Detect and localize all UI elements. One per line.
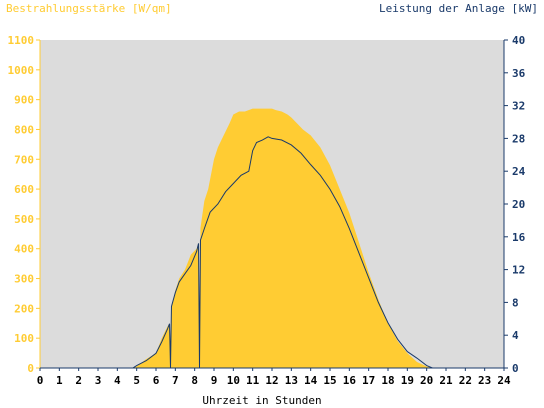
bottom-tick-label: 8	[191, 374, 198, 387]
bottom-tick-label: 12	[265, 374, 278, 387]
bottom-tick-label: 21	[439, 374, 453, 387]
bottom-tick-label: 20	[420, 374, 433, 387]
right-axis-title: Leistung der Anlage [kW]	[379, 2, 538, 15]
bottom-tick-label: 10	[227, 374, 240, 387]
bottom-tick-label: 14	[304, 374, 318, 387]
left-tick-label: 600	[14, 183, 34, 196]
right-tick-label: 16	[512, 231, 526, 244]
bottom-tick-label: 9	[211, 374, 218, 387]
bottom-tick-label: 18	[381, 374, 394, 387]
irradiance-area	[40, 108, 504, 368]
bottom-tick-label: 13	[285, 374, 298, 387]
bottom-tick-label: 6	[153, 374, 160, 387]
bottom-tick-label: 7	[172, 374, 179, 387]
bottom-tick-label: 0	[37, 374, 44, 387]
right-tick-label: 28	[512, 132, 525, 145]
left-tick-label: 500	[14, 213, 34, 226]
x-axis-title: Uhrzeit in Stunden	[202, 394, 321, 407]
right-tick-label: 24	[512, 165, 526, 178]
left-axis-title: Bestrahlungsstärke [W/qm]	[6, 2, 172, 15]
left-tick-label: 200	[14, 302, 34, 315]
right-tick-label: 0	[512, 362, 519, 375]
left-tick-label: 800	[14, 123, 34, 136]
left-tick-label: 1100	[8, 34, 35, 47]
bottom-tick-label: 16	[343, 374, 357, 387]
right-tick-label: 36	[512, 67, 526, 80]
left-tick-label: 300	[14, 273, 34, 286]
left-tick-label: 700	[14, 153, 34, 166]
left-tick-label: 400	[14, 243, 34, 256]
left-tick-label: 1000	[8, 64, 35, 77]
bottom-tick-label: 15	[323, 374, 336, 387]
right-tick-label: 32	[512, 100, 525, 113]
bottom-tick-label: 24	[497, 374, 511, 387]
bottom-axis-ticks: 0 1 2 3 4 5 6 7 8 9 10 11 12 13 14 15 16 17 18 19 20 21 22 23 24	[37, 368, 511, 387]
left-axis-ticks: 0 100 200 300 400 500 600 700 800 900 1000 1100	[8, 34, 40, 375]
bottom-tick-label: 4	[114, 374, 121, 387]
right-tick-label: 40	[512, 34, 525, 47]
right-tick-label: 20	[512, 198, 525, 211]
bottom-tick-label: 2	[75, 374, 82, 387]
left-tick-label: 900	[14, 94, 34, 107]
right-axis-ticks: 0 4 8 12 16 20 24 28 32 36 40	[504, 34, 526, 375]
left-tick-label: 100	[14, 332, 34, 345]
bottom-tick-label: 11	[246, 374, 260, 387]
bottom-tick-label: 19	[401, 374, 414, 387]
right-tick-label: 12	[512, 264, 525, 277]
right-tick-label: 4	[512, 329, 519, 342]
bottom-tick-label: 5	[133, 374, 140, 387]
left-tick-label: 0	[27, 362, 34, 375]
bottom-tick-label: 23	[478, 374, 491, 387]
bottom-tick-label: 1	[56, 374, 63, 387]
right-tick-label: 8	[512, 296, 519, 309]
bottom-tick-label: 3	[95, 374, 102, 387]
bottom-tick-label: 17	[362, 374, 375, 387]
bottom-tick-label: 22	[459, 374, 472, 387]
